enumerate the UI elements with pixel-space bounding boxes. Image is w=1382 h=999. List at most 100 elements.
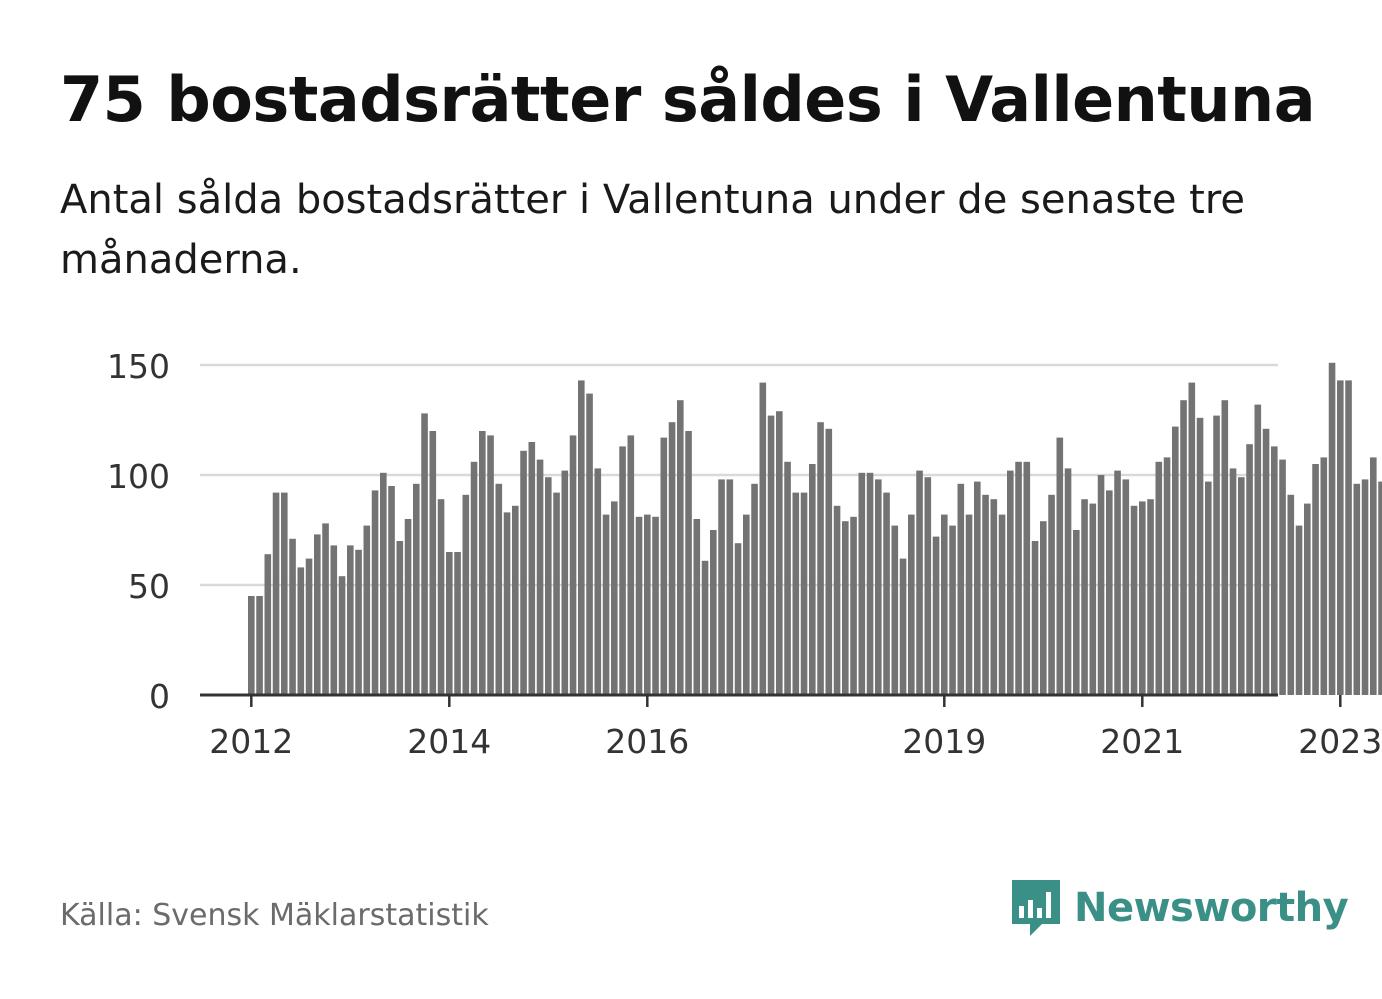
- bar: [668, 422, 676, 695]
- bar: [941, 514, 948, 695]
- bar: [272, 492, 280, 695]
- chart-subtitle: Antal sålda bostadsrätter i Vallentuna u…: [60, 177, 1246, 283]
- bar: [281, 492, 288, 695]
- bar: [1353, 483, 1361, 695]
- bar: [314, 534, 321, 695]
- bar-chart: 05010015020122014201620192021202375: [107, 347, 1382, 761]
- y-tick-label: 150: [107, 347, 170, 386]
- bar: [635, 516, 643, 695]
- bar: [1172, 426, 1179, 695]
- bar: [875, 479, 882, 695]
- bar: [866, 472, 874, 695]
- bar: [1040, 521, 1047, 695]
- bar: [759, 382, 767, 695]
- bar-layer: [248, 362, 1382, 695]
- bar: [1304, 503, 1311, 695]
- bar: [1287, 494, 1295, 695]
- bar: [850, 516, 857, 695]
- bar: [899, 558, 907, 695]
- bar: [363, 525, 371, 695]
- bar: [652, 516, 659, 695]
- bar: [1337, 380, 1344, 695]
- bar: [429, 431, 437, 695]
- bar: [932, 536, 940, 695]
- bar: [1089, 503, 1097, 695]
- bar: [990, 499, 998, 695]
- bar: [1229, 468, 1237, 695]
- chart-title: 75 bostadsrätter såldes i Vallentuna: [60, 63, 1316, 136]
- bar: [1073, 530, 1080, 695]
- bar: [924, 477, 932, 695]
- bar: [644, 514, 651, 695]
- bar: [1295, 525, 1303, 695]
- bar: [1213, 415, 1220, 695]
- bar: [322, 523, 329, 695]
- bar: [776, 411, 783, 695]
- bar: [256, 596, 263, 695]
- bar: [1271, 446, 1278, 695]
- bar: [1139, 501, 1146, 695]
- bar: [264, 554, 272, 695]
- bar: [330, 545, 338, 695]
- bar: [1081, 499, 1088, 695]
- bar: [842, 521, 849, 695]
- bar: [413, 483, 420, 695]
- bar: [1155, 461, 1163, 695]
- x-tick-label: 2016: [605, 722, 689, 761]
- bar: [1064, 468, 1072, 695]
- bar: [1320, 457, 1328, 695]
- bar: [602, 514, 610, 695]
- bar: [792, 492, 800, 695]
- bar: [338, 576, 346, 695]
- bar: [1180, 400, 1187, 695]
- bar: [1246, 444, 1253, 695]
- bar: [437, 499, 445, 695]
- bar: [578, 380, 585, 695]
- bar: [586, 393, 593, 695]
- bar: [1345, 380, 1352, 695]
- x-tick-label: 2019: [902, 722, 986, 761]
- newsworthy-logo: Newsworthy: [1010, 878, 1349, 938]
- y-tick-label: 100: [107, 457, 170, 496]
- bar: [388, 486, 395, 695]
- bar: [734, 543, 742, 695]
- bar: [528, 442, 536, 695]
- bar: [693, 519, 701, 695]
- bar: [982, 494, 989, 695]
- bar: [553, 492, 560, 695]
- bar: [1262, 428, 1270, 695]
- bar: [825, 428, 833, 695]
- bar: [809, 464, 816, 695]
- bar: [347, 545, 354, 695]
- bar: [685, 431, 692, 695]
- bar: [1130, 505, 1138, 695]
- bar: [858, 472, 866, 695]
- bar: [883, 492, 890, 695]
- source-note: Källa: Svensk Mäklarstatistik: [60, 898, 489, 933]
- bar: [503, 512, 511, 695]
- bar: [380, 472, 387, 695]
- bar: [421, 413, 428, 695]
- bar: [479, 431, 486, 695]
- bar: [627, 435, 635, 695]
- x-tick-label: 2012: [209, 722, 293, 761]
- bar: [718, 479, 725, 695]
- x-tick-label: 2021: [1100, 722, 1184, 761]
- bar: [1188, 382, 1196, 695]
- bar: [965, 514, 973, 695]
- bar: [297, 567, 305, 695]
- bar: [974, 481, 981, 695]
- y-tick-label: 0: [149, 677, 170, 716]
- bar: [1007, 470, 1014, 695]
- bar: [1122, 479, 1130, 695]
- bar: [726, 479, 734, 695]
- bar: [660, 437, 668, 695]
- bar: [569, 435, 577, 695]
- bar: [1056, 437, 1064, 695]
- bar: [817, 422, 824, 695]
- bar: [462, 494, 470, 695]
- y-tick-label: 50: [128, 567, 170, 606]
- bar: [800, 492, 808, 695]
- bar: [1254, 404, 1262, 695]
- newsworthy-logo-icon: [1012, 880, 1060, 936]
